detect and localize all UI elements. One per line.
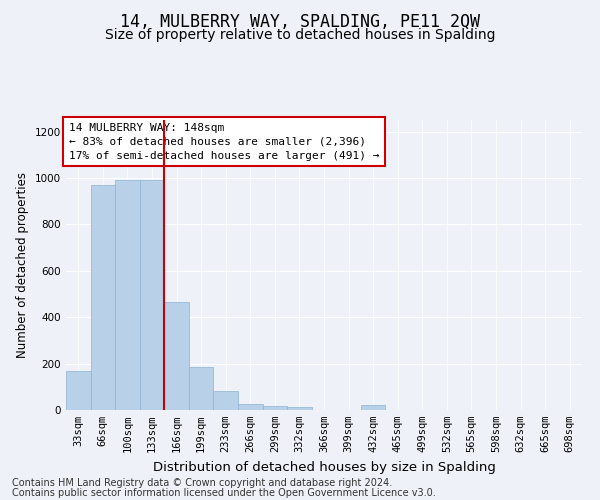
Bar xyxy=(287,407,312,410)
Bar xyxy=(164,302,189,410)
Bar xyxy=(238,404,263,410)
Bar xyxy=(66,370,91,410)
Bar xyxy=(91,185,115,410)
Bar xyxy=(361,406,385,410)
Bar xyxy=(140,180,164,410)
X-axis label: Distribution of detached houses by size in Spalding: Distribution of detached houses by size … xyxy=(152,460,496,473)
Bar xyxy=(263,406,287,410)
Text: 14 MULBERRY WAY: 148sqm
← 83% of detached houses are smaller (2,396)
17% of semi: 14 MULBERRY WAY: 148sqm ← 83% of detache… xyxy=(68,123,379,161)
Bar xyxy=(189,367,214,410)
Text: Size of property relative to detached houses in Spalding: Size of property relative to detached ho… xyxy=(105,28,495,42)
Text: Contains HM Land Registry data © Crown copyright and database right 2024.: Contains HM Land Registry data © Crown c… xyxy=(12,478,392,488)
Bar xyxy=(214,392,238,410)
Text: Contains public sector information licensed under the Open Government Licence v3: Contains public sector information licen… xyxy=(12,488,436,498)
Bar xyxy=(115,180,140,410)
Text: 14, MULBERRY WAY, SPALDING, PE11 2QW: 14, MULBERRY WAY, SPALDING, PE11 2QW xyxy=(120,12,480,30)
Y-axis label: Number of detached properties: Number of detached properties xyxy=(16,172,29,358)
